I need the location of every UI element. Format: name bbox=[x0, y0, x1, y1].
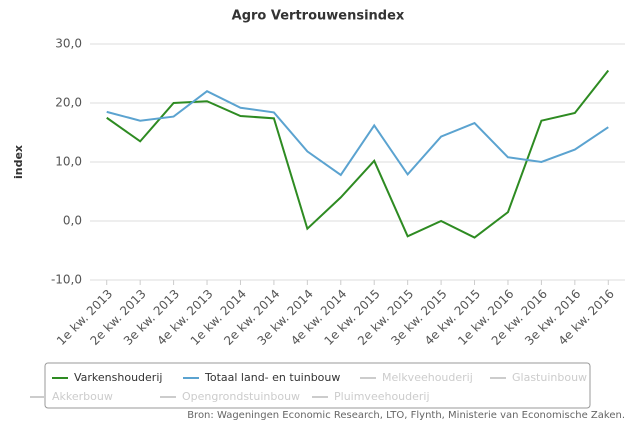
series-line bbox=[106, 90, 609, 177]
y-tick-label: 30,0 bbox=[55, 37, 82, 51]
legend-label: Glastuinbouw bbox=[512, 371, 587, 384]
legend-label: Melkveehouderij bbox=[382, 371, 473, 384]
y-tick-label: -10,0 bbox=[51, 273, 82, 287]
legend-box bbox=[44, 362, 591, 409]
y-axis-label: index bbox=[12, 145, 25, 179]
legend-label: Opengrondstuinbouw bbox=[182, 390, 300, 403]
y-tick-label: 10,0 bbox=[55, 155, 82, 169]
legend-label: Akkerbouw bbox=[52, 390, 113, 403]
y-tick-label: 0,0 bbox=[63, 214, 82, 228]
y-tick-label: 20,0 bbox=[55, 96, 82, 110]
chart-title: Agro Vertrouwensindex bbox=[232, 9, 405, 24]
source-note: Bron: Wageningen Economic Research, LTO,… bbox=[187, 410, 625, 421]
series-line bbox=[106, 69, 610, 239]
legend-label: Varkenshouderij bbox=[74, 371, 162, 384]
legend-label: Pluimveehouderij bbox=[334, 390, 430, 403]
legend-label: Totaal land- en tuinbouw bbox=[204, 371, 340, 384]
